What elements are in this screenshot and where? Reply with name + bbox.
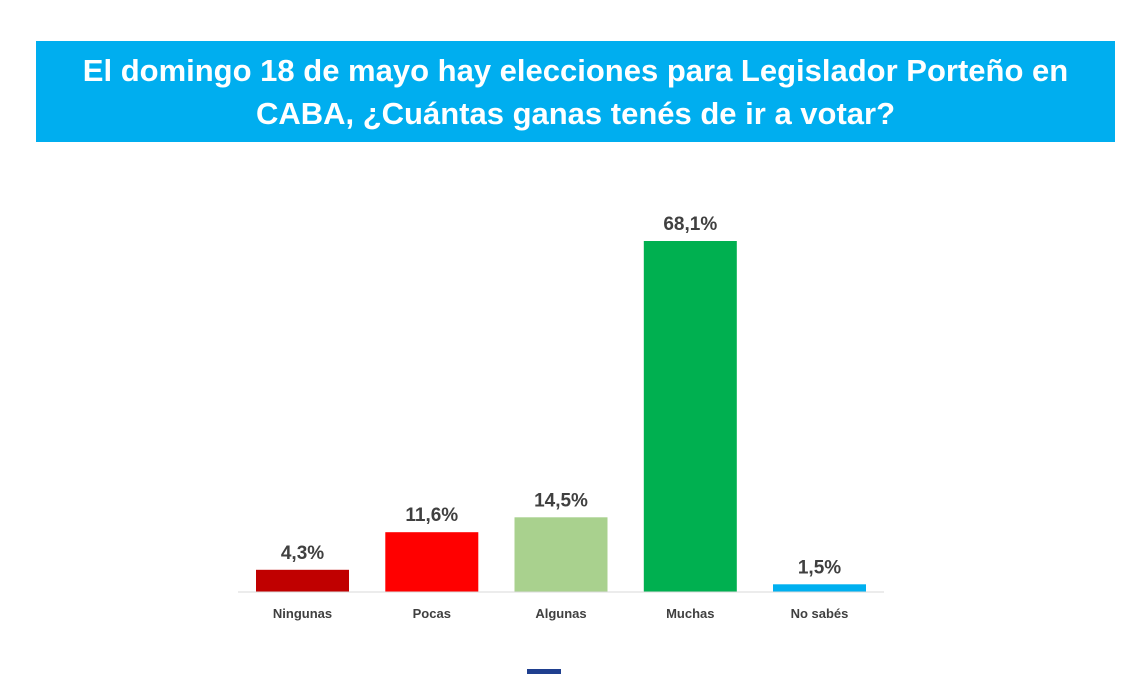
value-label-muchas: 68,1% <box>663 214 717 235</box>
category-label-ningunas: Ningunas <box>273 606 332 621</box>
labels-layer: 4,3% Ningunas 11,6% Pocas 14,5% Algunas 68,1% M… <box>273 214 849 621</box>
value-label-algunas: 14,5% <box>534 490 588 511</box>
value-label-pocas: 11,6% <box>405 505 458 526</box>
bar-pocas <box>385 532 479 592</box>
category-label-algunas: Algunas <box>535 606 586 621</box>
category-label-no-sab-s: No sabés <box>791 606 849 621</box>
bar-ningunas <box>256 569 349 592</box>
category-label-muchas: Muchas <box>666 606 714 621</box>
chart-title: El domingo 18 de mayo hay elecciones par… <box>82 52 1069 131</box>
bar-no-sab-s <box>773 584 866 592</box>
value-label-ningunas: 4,3% <box>281 543 324 564</box>
value-label-no-sab-s: 1,5% <box>798 557 841 578</box>
title-banner: El domingo 18 de mayo hay elecciones par… <box>36 41 1115 142</box>
category-label-pocas: Pocas <box>413 606 451 621</box>
footer-logo-mark <box>527 669 561 674</box>
bar-muchas <box>643 241 737 592</box>
bars-layer <box>256 241 866 592</box>
bar-algunas <box>514 517 608 592</box>
